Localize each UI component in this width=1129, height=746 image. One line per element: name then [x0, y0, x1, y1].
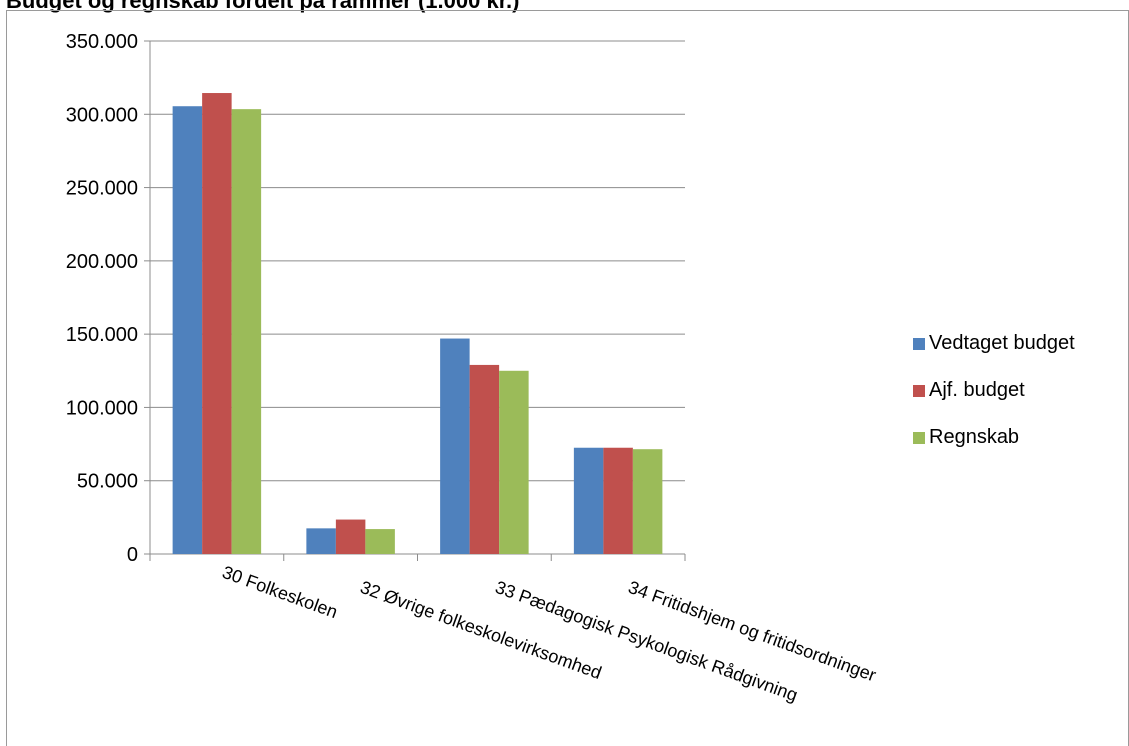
y-tick-label: 150.000: [66, 324, 138, 346]
legend-swatch-vedtaget: [913, 337, 925, 350]
legend-label-regnskab: Regnskab: [929, 426, 1020, 448]
bar: [499, 370, 529, 554]
bar: [202, 93, 232, 554]
y-tick-label: 250.000: [66, 178, 138, 200]
bar: [365, 529, 395, 554]
x-category-label: 32 Øvrige folkeskolevirksomhed: [358, 577, 605, 683]
y-tick-label: 100.000: [66, 397, 138, 419]
bar: [440, 338, 470, 554]
legend-label-vedtaget: Vedtaget budget: [929, 332, 1075, 354]
legend-label-ajf: Ajf. budget: [929, 379, 1025, 401]
bar: [231, 109, 262, 555]
bar: [306, 528, 336, 554]
legend-item-regnskab: Regnskab: [913, 414, 1075, 461]
chart-frame-left: [6, 10, 7, 746]
legend: Vedtaget budget Ajf. budget Regnskab: [913, 320, 1075, 461]
bar: [335, 519, 366, 554]
chart-frame-top: [6, 10, 1129, 11]
bar: [573, 447, 604, 554]
bar: [469, 364, 500, 554]
y-tick-label: 0: [127, 544, 138, 566]
y-tick-label: 300.000: [66, 104, 138, 126]
legend-swatch-regnskab: [913, 431, 925, 444]
y-tick-label: 200.000: [66, 251, 138, 273]
legend-swatch-ajf: [913, 384, 925, 397]
bar: [632, 449, 663, 554]
y-tick-label: 350.000: [66, 31, 138, 53]
legend-item-ajf: Ajf. budget: [913, 367, 1075, 414]
chart-title: Budget og regnskab fordelt på rammer (1.…: [6, 0, 520, 13]
bar: [172, 106, 203, 554]
x-category-label: 30 Folkeskolen: [220, 562, 341, 622]
legend-item-vedtaget: Vedtaget budget: [913, 320, 1075, 367]
y-tick-label: 50.000: [77, 471, 138, 493]
bar: [603, 447, 633, 554]
